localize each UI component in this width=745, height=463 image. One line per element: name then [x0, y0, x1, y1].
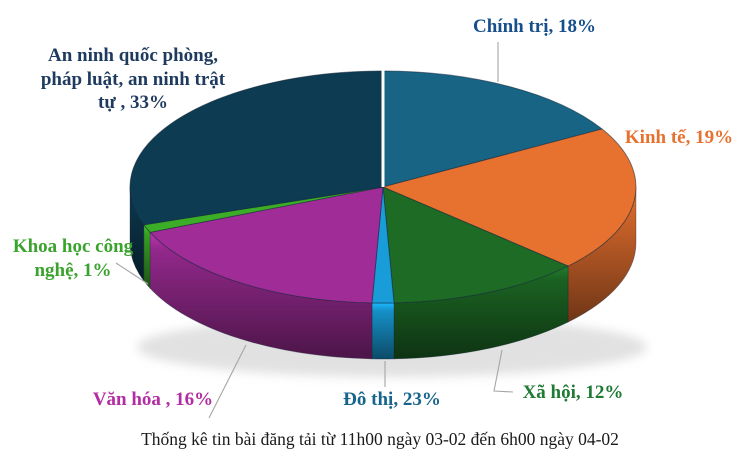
- data-label-xa-hoi: Xã hội, 12%: [506, 381, 640, 405]
- leader-khoa-hoc: [115, 262, 149, 285]
- data-label-text: Xã hội, 12%: [522, 382, 624, 403]
- data-label-text: Khoa học công: [12, 236, 134, 257]
- leader-van-hoa: [208, 344, 247, 419]
- slice-an-ninh-quoc-phong-phap-luat-an-ninh-trat-tu-top: [129, 70, 384, 226]
- data-label-text: nghệ, 1%: [34, 259, 112, 281]
- slice-kinh-te-top: [382, 128, 637, 267]
- slice-chinh-tri-top: [382, 70, 603, 188]
- data-label-khoa-hoc: Khoa học công nghệ, 1%: [6, 235, 140, 282]
- data-label-text: Kinh tế, 19%: [624, 127, 734, 148]
- slice-van-hoa-top: [149, 186, 384, 304]
- leader-xa-hoi: [493, 349, 514, 393]
- data-label-text: pháp luật, an ninh trật: [40, 68, 226, 90]
- data-label-text: Chính trị, 18%: [473, 16, 596, 37]
- data-label-chinh-tri: Chính trị, 18%: [462, 15, 607, 39]
- slice-do-thi-side: [371, 302, 395, 360]
- data-label-do-thi: Đô thị, 23%: [328, 388, 456, 412]
- data-label-an-ninh: An ninh quốc phòng, pháp luật, an ninh t…: [14, 44, 252, 115]
- data-label-text: An ninh quốc phòng,: [47, 45, 219, 66]
- slice-xa-hoi-top: [382, 186, 569, 304]
- data-label-van-hoa: Văn hóa , 16%: [86, 388, 220, 412]
- data-label-text: tự , 33%: [98, 92, 168, 113]
- data-label-kinh-te: Kinh tế, 19%: [613, 126, 745, 150]
- data-label-text: Đô thị, 23%: [343, 389, 441, 410]
- chart-caption: Thống kê tin bài đăng tải từ 11h00 ngày …: [141, 429, 619, 449]
- slice-khoa-hoc-cong-nghe-side: [143, 223, 151, 290]
- data-label-text: Văn hóa , 16%: [92, 389, 214, 410]
